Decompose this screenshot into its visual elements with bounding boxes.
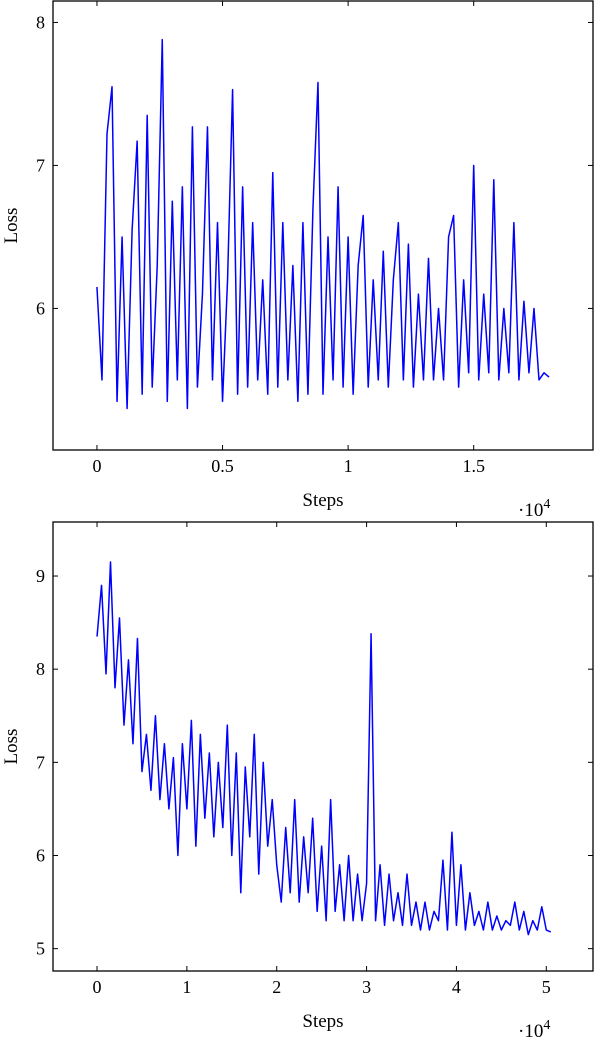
loss-line bbox=[96, 38, 550, 410]
plot-frame bbox=[52, 521, 594, 972]
x-tick-label: 0 bbox=[92, 456, 101, 476]
x-tick-label: 4 bbox=[452, 977, 461, 997]
y-tick-label: 9 bbox=[36, 566, 45, 586]
chart: 0 0.5 1 1.5 6 7 8 Steps Loss ·104 bbox=[1, 0, 594, 521]
x-tick-label: 1.5 bbox=[462, 456, 485, 476]
x-tick-label: 1 bbox=[344, 456, 353, 476]
y-axis-label: Loss bbox=[1, 729, 22, 765]
y-tick-label: 7 bbox=[36, 752, 45, 772]
x-tick-label: 5 bbox=[542, 977, 551, 997]
x-tick-label: 3 bbox=[362, 977, 371, 997]
x-axis-label: Steps bbox=[302, 490, 343, 511]
plot-frame bbox=[52, 0, 594, 451]
x-tick-label: 2 bbox=[272, 977, 281, 997]
x-axis-label: Steps bbox=[302, 1011, 343, 1032]
y-tick-label: 5 bbox=[36, 939, 45, 959]
x-multiplier: ·104 bbox=[518, 497, 550, 521]
multiplier-base: ·10 bbox=[518, 1021, 543, 1040]
x-tick-label: 0 bbox=[93, 977, 102, 997]
y-tick-label: 8 bbox=[36, 12, 45, 32]
x-tick-label: 1 bbox=[182, 977, 191, 997]
y-tick-label: 6 bbox=[36, 298, 45, 318]
y-tick-label: 6 bbox=[36, 845, 45, 865]
y-axis-label: Loss bbox=[1, 208, 22, 244]
y-tick-label: 8 bbox=[36, 659, 45, 679]
multiplier-base: ·10 bbox=[518, 500, 543, 521]
y-tick-label: 7 bbox=[36, 155, 45, 175]
loss-line bbox=[96, 561, 552, 936]
x-multiplier: ·104 bbox=[518, 1018, 550, 1040]
multiplier-exponent: 4 bbox=[543, 1018, 550, 1033]
x-tick-label: 0.5 bbox=[211, 456, 234, 476]
multiplier-exponent: 4 bbox=[543, 497, 550, 512]
